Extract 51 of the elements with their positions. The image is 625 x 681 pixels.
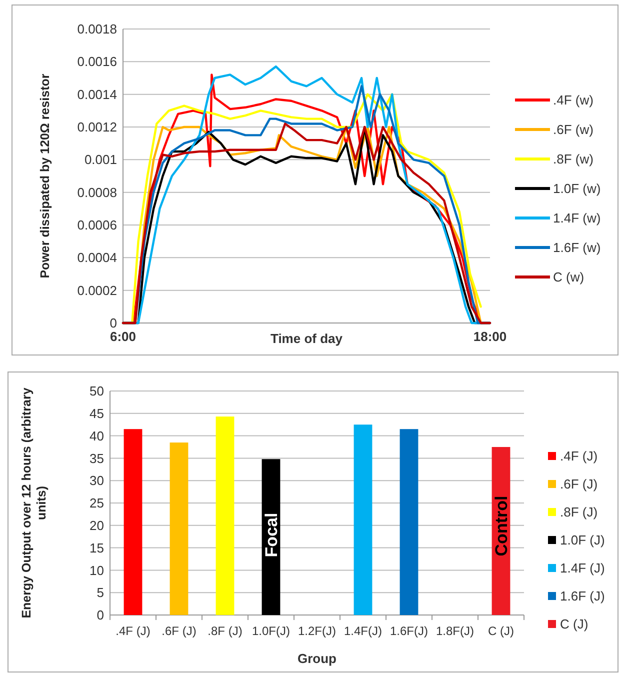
legend-label: .8F (w): [553, 152, 594, 167]
legend-label: .4F (w): [553, 92, 594, 108]
y-tick-label: 40: [90, 428, 104, 444]
y-tick-label: 5: [96, 585, 104, 600]
y-tick-label: 25: [90, 496, 104, 511]
x-tick-label: 1.2F(J): [298, 624, 336, 638]
legend-label: 1.4F (w): [553, 210, 601, 226]
y-tick-label: 0.0004: [77, 250, 117, 266]
legend-label: 1.0F (J): [560, 532, 605, 548]
y-tick-label: 10: [90, 562, 104, 578]
legend-label: C (w): [553, 270, 584, 285]
legend-label: .6F (w): [553, 122, 594, 138]
x-axis-title: Time of day: [270, 331, 344, 346]
y-tick-label: 0: [110, 316, 117, 331]
x-tick-label: 18:00: [473, 329, 507, 344]
x-tick-label: .4F (J): [116, 624, 150, 638]
y-tick-label: 0.0008: [77, 184, 117, 200]
y-tick-label: 0.0016: [77, 54, 117, 70]
x-tick-label: 6:00: [110, 329, 136, 344]
y-tick-label: 50: [90, 384, 104, 399]
x-tick-label: 1.8F(J): [436, 624, 474, 638]
x-tick-label: .6F (J): [162, 624, 196, 638]
y-tick-label: 0.001: [84, 152, 117, 168]
x-tick-label: 1.6F(J): [390, 624, 428, 638]
x-tick-label: 1.0F(J): [252, 624, 290, 638]
legend-label: 1.0F (w): [553, 181, 601, 196]
legend-label: .8F (J): [560, 504, 598, 520]
y-tick-label: 20: [90, 518, 104, 533]
y-axis-title: Power dissipated by 120Ω resistor: [38, 74, 52, 278]
legend-label: 1.6F (w): [553, 240, 601, 256]
y-tick-label: 0.0002: [77, 282, 117, 298]
x-tick-label: C (J): [488, 624, 514, 638]
y-tick-label: 30: [90, 473, 104, 488]
y-tick-label: 15: [90, 540, 104, 556]
x-tick-label: 1.4F(J): [344, 624, 382, 638]
legend-label: 1.4F (J): [560, 560, 605, 576]
legend-label: .4F (J): [560, 448, 598, 464]
y-tick-label: 35: [90, 450, 104, 466]
y-tick-label: 0.0012: [77, 120, 117, 135]
y-tick-label: 0.0018: [77, 22, 117, 37]
y-tick-label: 45: [90, 406, 104, 421]
y-axis-title: Energy Output over 12 hours (arbitrary units): [20, 388, 48, 618]
y-tick-label: 0: [96, 608, 104, 623]
x-axis-title: Group: [298, 651, 337, 666]
y-tick-label: 0.0014: [77, 86, 117, 102]
legend-label: 1.6F (J): [560, 588, 605, 604]
x-tick-label: .8F (J): [208, 624, 242, 638]
legend-label: .6F (J): [560, 476, 598, 492]
y-tick-label: 0.0006: [77, 218, 117, 233]
annotation: Focal: [262, 512, 281, 558]
annotation: Control: [492, 496, 511, 556]
